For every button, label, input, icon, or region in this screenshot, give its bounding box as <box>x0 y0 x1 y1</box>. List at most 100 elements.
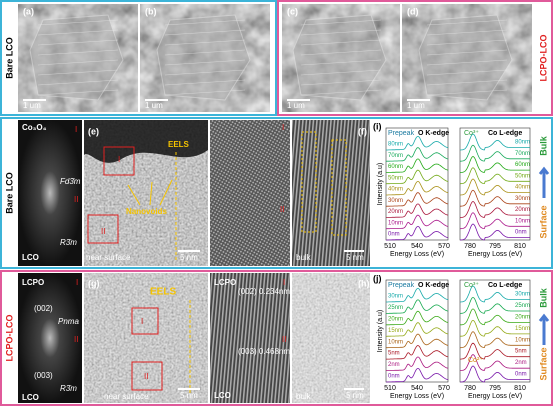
tick-label: 780 <box>464 243 476 250</box>
region-mark: I <box>283 278 285 287</box>
lattice-image <box>210 273 290 403</box>
tick-label: 780 <box>464 385 476 392</box>
roi <box>331 139 347 236</box>
texture <box>164 49 246 56</box>
texture <box>426 59 508 66</box>
region-label: bulk <box>296 253 312 262</box>
panel-label: (f) <box>358 126 367 136</box>
depth-label: 60nm <box>388 164 403 170</box>
scale-label: 1 um <box>23 101 41 110</box>
texture <box>164 19 246 26</box>
fft-image <box>18 120 82 266</box>
texture <box>300 79 382 86</box>
depth-label: 40nm <box>388 187 403 193</box>
axis-label: Energy Loss (eV) <box>468 251 522 258</box>
spectrum <box>386 203 449 218</box>
spectrum <box>386 299 449 314</box>
region-label: near surface <box>86 253 131 262</box>
spectrum <box>386 333 449 349</box>
annotation: Prepeak <box>388 282 415 289</box>
panel-label: (b) <box>145 6 157 16</box>
arrow <box>538 166 550 198</box>
row-label: Bare LCO <box>4 172 14 214</box>
spectrum <box>460 189 530 207</box>
tick-label: 810 <box>514 243 526 250</box>
panel-label: (j) <box>373 273 382 283</box>
eels-label: EELS <box>150 287 176 298</box>
tick-label: 795 <box>489 385 501 392</box>
spectrum <box>385 310 449 326</box>
texture <box>37 89 119 96</box>
texture <box>164 29 246 36</box>
spectrum <box>460 331 530 349</box>
depth-label: 20nm <box>388 316 403 322</box>
panel-label: (d) <box>407 6 419 16</box>
texture <box>426 29 508 36</box>
phase: LCO <box>214 391 231 400</box>
texture <box>164 39 246 46</box>
texture <box>426 39 508 46</box>
region-label: near surface <box>104 392 149 401</box>
spectrum <box>385 147 449 162</box>
texture <box>300 19 382 26</box>
space-group: Pnma <box>58 317 79 326</box>
depth-label: 70nm <box>515 151 530 157</box>
panel-label: (h) <box>358 278 370 288</box>
d-spacing: (003) 0.468nm <box>238 347 290 356</box>
texture <box>426 89 508 96</box>
spectrum <box>385 356 449 371</box>
spectrum <box>460 212 530 230</box>
tick-label: 570 <box>438 243 450 250</box>
vacuum <box>84 120 208 163</box>
depth-label: 30nm <box>388 198 403 204</box>
spectrum <box>460 342 530 360</box>
region-mark: I <box>282 123 284 132</box>
phase: LCPO <box>22 278 44 287</box>
ion-label: Co²⁺ <box>468 357 483 364</box>
depth-label: 50nm <box>388 175 403 181</box>
depth-label: 30nm <box>515 292 530 298</box>
tick-label: 810 <box>514 385 526 392</box>
depth-label: 20nm <box>515 207 530 213</box>
texture <box>37 19 119 26</box>
spectrum <box>460 285 530 303</box>
depth-label: 0nm <box>515 230 527 236</box>
texture <box>37 39 119 46</box>
edge-label: O K-edge <box>418 130 449 137</box>
lattice-image <box>210 120 290 266</box>
ion-label: Co³⁺ <box>464 130 479 137</box>
bulk-image <box>292 120 370 266</box>
texture <box>300 69 382 76</box>
tick-label: 540 <box>411 243 423 250</box>
edge-label: Co L-edge <box>488 130 522 137</box>
particle <box>418 14 513 101</box>
scale-label: 5 nm <box>346 253 364 262</box>
spectrum <box>460 156 530 173</box>
depth-label: 2nm <box>515 360 527 366</box>
spectrum <box>460 144 530 162</box>
tick-label: 510 <box>384 385 396 392</box>
spectrum <box>460 296 530 314</box>
depth-label: 30nm <box>388 294 403 300</box>
arrow <box>538 313 550 345</box>
row-label: Bare LCO <box>4 37 14 79</box>
tick-label: 510 <box>384 243 396 250</box>
texture <box>37 59 119 66</box>
row-label: LCPO-LCO <box>4 315 14 362</box>
axis-label: Energy Loss (eV) <box>468 393 522 400</box>
roi <box>103 146 135 176</box>
depth-label: 25nm <box>388 305 403 311</box>
spectrum <box>386 158 449 173</box>
axis-label: Energy Loss (eV) <box>390 393 444 400</box>
plot-frame <box>385 279 449 383</box>
texture <box>164 59 246 66</box>
arrow <box>127 179 173 206</box>
texture <box>426 49 508 56</box>
texture <box>300 29 382 36</box>
phase: LCO <box>22 393 39 402</box>
spectrum <box>385 192 449 207</box>
spectrum <box>386 225 449 241</box>
panel-label: (i) <box>373 121 382 131</box>
plane: (002) <box>34 304 53 313</box>
